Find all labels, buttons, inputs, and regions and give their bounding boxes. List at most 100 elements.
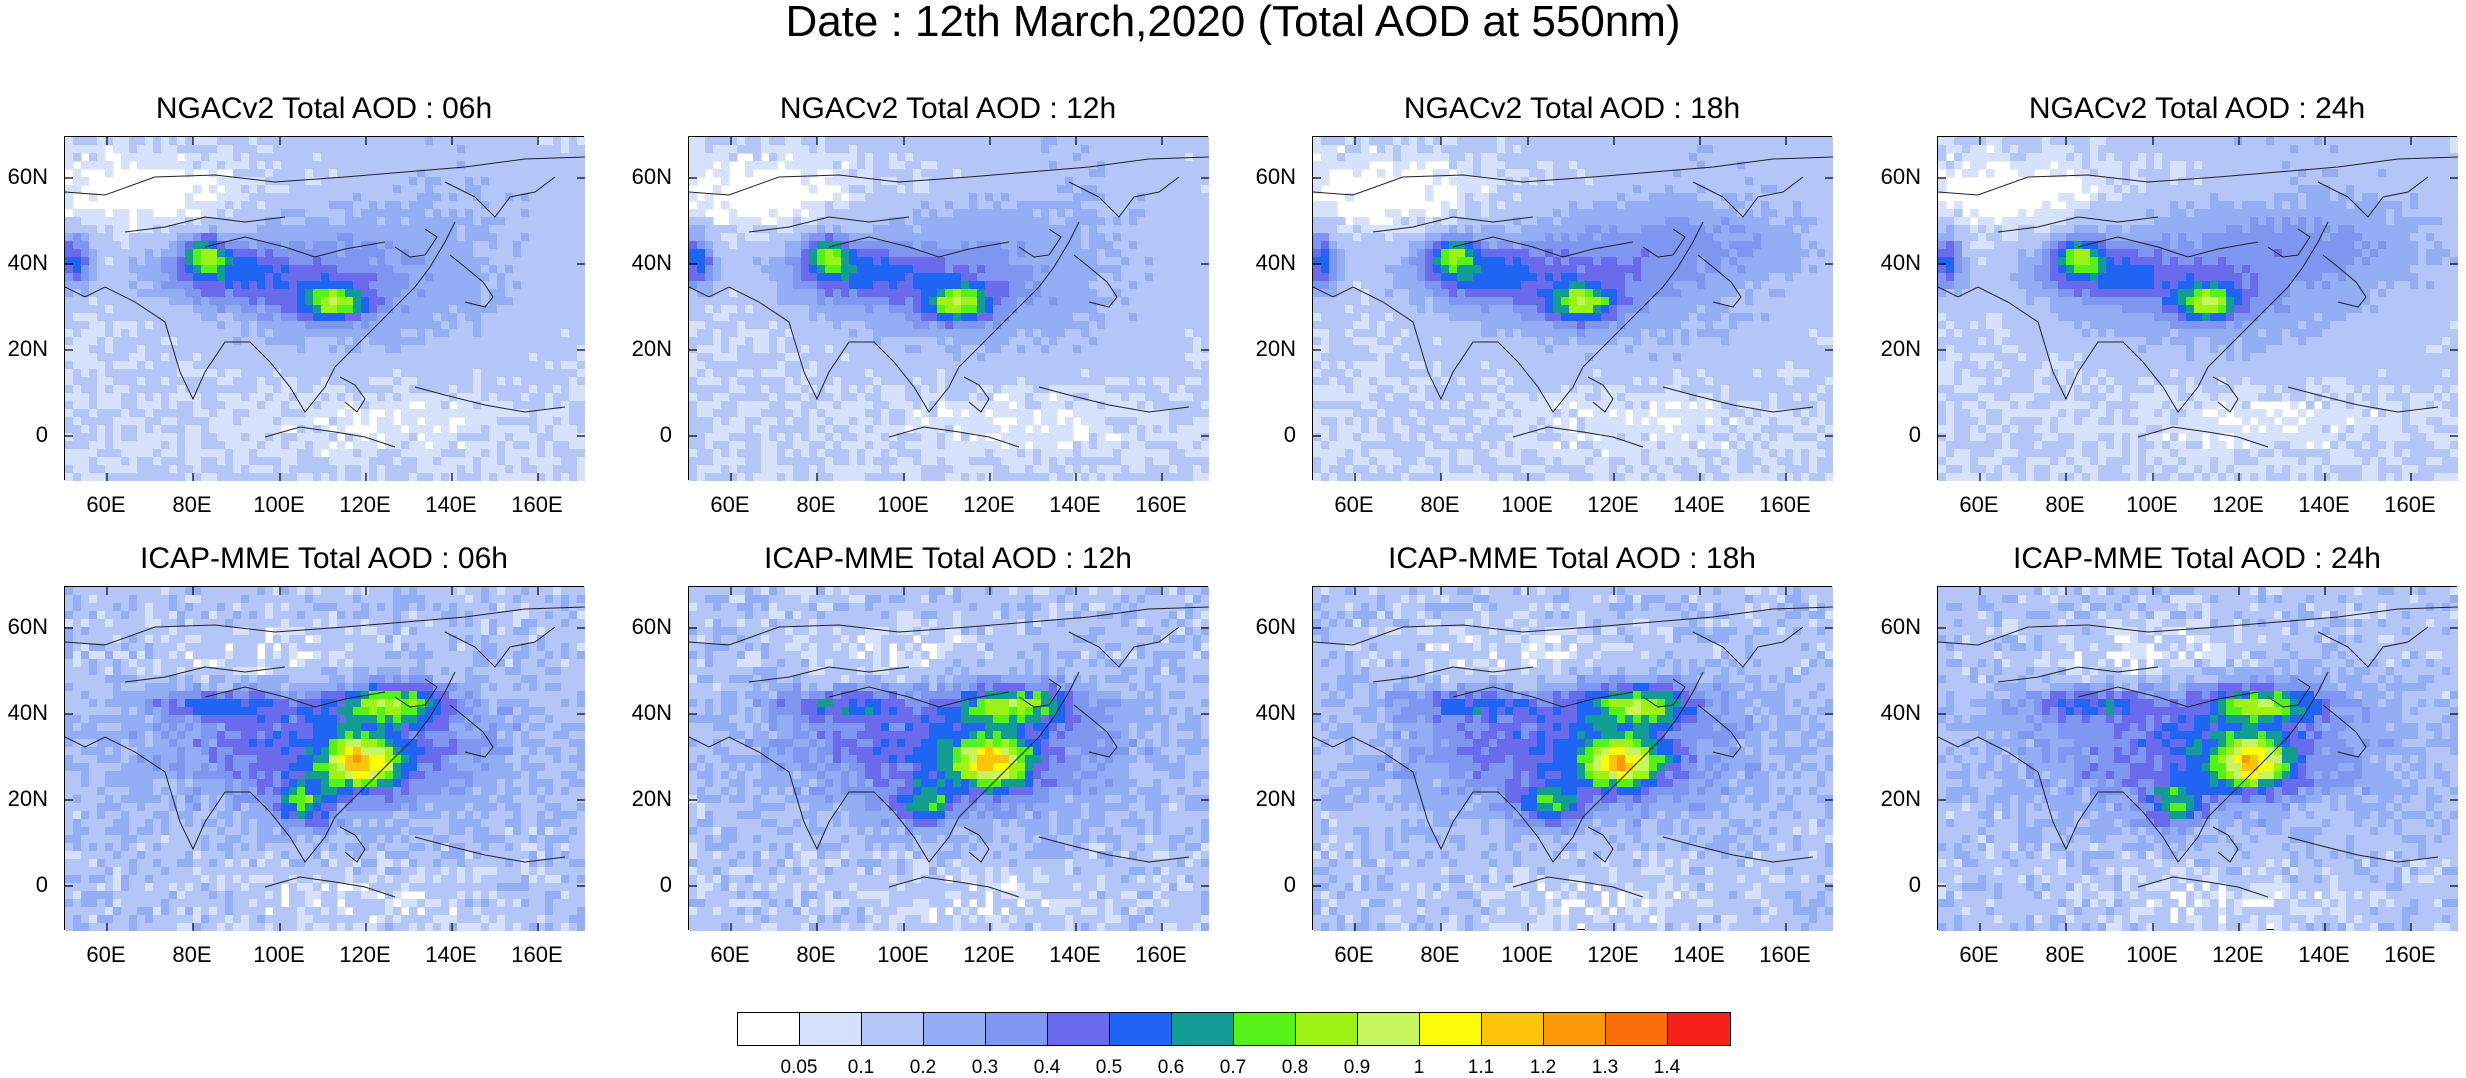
lon-tick-label: 100E bbox=[1497, 944, 1557, 966]
lon-tick-label: 100E bbox=[873, 494, 933, 516]
colorbar-swatch bbox=[923, 1012, 987, 1046]
lat-tick-label: 40N bbox=[0, 252, 48, 274]
lon-tick-label: 60E bbox=[1324, 494, 1384, 516]
lat-tick-label: 0 bbox=[1248, 874, 1296, 896]
lon-tick-label: 140E bbox=[1045, 944, 1105, 966]
aod-field bbox=[1313, 587, 1833, 931]
lon-tick-label: 100E bbox=[2122, 494, 2182, 516]
page-title: Date : 12th March,2020 (Total AOD at 550… bbox=[0, 0, 2466, 44]
lon-tick-label: 160E bbox=[1131, 494, 1191, 516]
lat-tick-label: 60N bbox=[1873, 166, 1921, 188]
lat-tick-label: 20N bbox=[1248, 338, 1296, 360]
lon-tick-label: 80E bbox=[786, 944, 846, 966]
colorbar-label: 1.1 bbox=[1451, 1058, 1511, 1077]
lat-tick-label: 20N bbox=[0, 338, 48, 360]
panel-title: NGACv2 Total AOD : 18h bbox=[1272, 94, 1872, 124]
colorbar-label: 0.1 bbox=[831, 1058, 891, 1077]
colorbar-label: 1.4 bbox=[1637, 1058, 1697, 1077]
lon-tick-label: 80E bbox=[162, 494, 222, 516]
lat-tick-label: 20N bbox=[624, 338, 672, 360]
lon-tick-label: 80E bbox=[1410, 944, 1470, 966]
colorbar-label: 0.9 bbox=[1327, 1058, 1387, 1077]
lon-tick-label: 140E bbox=[1669, 494, 1729, 516]
aod-map-icap-12h bbox=[688, 586, 1208, 930]
lon-tick-label: 60E bbox=[1949, 494, 2009, 516]
lon-tick-label: 120E bbox=[959, 494, 1019, 516]
lat-tick-label: 20N bbox=[1873, 788, 1921, 810]
lat-tick-label: 20N bbox=[1873, 338, 1921, 360]
lon-tick-label: 160E bbox=[1755, 494, 1815, 516]
colorbar-swatch bbox=[1109, 1012, 1173, 1046]
lon-tick-label: 120E bbox=[335, 944, 395, 966]
colorbar-swatch bbox=[861, 1012, 925, 1046]
panel-title: NGACv2 Total AOD : 24h bbox=[1897, 94, 2466, 124]
colorbar-label: 0.05 bbox=[769, 1058, 829, 1077]
panel-title: ICAP-MME Total AOD : 06h bbox=[24, 544, 624, 574]
lon-tick-label: 140E bbox=[1669, 944, 1729, 966]
panel-title: NGACv2 Total AOD : 12h bbox=[648, 94, 1248, 124]
lon-tick-label: 160E bbox=[507, 494, 567, 516]
lat-tick-label: 60N bbox=[1248, 166, 1296, 188]
aod-field bbox=[65, 137, 585, 481]
lon-tick-label: 140E bbox=[2294, 494, 2354, 516]
aod-field bbox=[65, 587, 585, 931]
lat-tick-label: 40N bbox=[1248, 252, 1296, 274]
lon-tick-label: 100E bbox=[249, 944, 309, 966]
colorbar-swatch bbox=[737, 1012, 801, 1046]
lon-tick-label: 160E bbox=[1131, 944, 1191, 966]
panel-title: ICAP-MME Total AOD : 12h bbox=[648, 544, 1248, 574]
colorbar-swatch bbox=[1419, 1012, 1483, 1046]
colorbar-swatch bbox=[799, 1012, 863, 1046]
lat-tick-label: 40N bbox=[624, 702, 672, 724]
lon-tick-label: 80E bbox=[2035, 494, 2095, 516]
colorbar-label: 1.2 bbox=[1513, 1058, 1573, 1077]
lat-tick-label: 0 bbox=[1873, 874, 1921, 896]
aod-map-ngac-24h bbox=[1937, 136, 2457, 480]
aod-map-ngac-18h bbox=[1312, 136, 1832, 480]
aod-field bbox=[689, 137, 1209, 481]
aod-map-icap-6h bbox=[64, 586, 584, 930]
lon-tick-label: 120E bbox=[2208, 494, 2268, 516]
lat-tick-label: 60N bbox=[624, 166, 672, 188]
colorbar-swatch bbox=[1481, 1012, 1545, 1046]
lat-tick-label: 0 bbox=[0, 424, 48, 446]
lat-tick-label: 0 bbox=[0, 874, 48, 896]
lon-tick-label: 120E bbox=[2208, 944, 2268, 966]
colorbar-label: 1 bbox=[1389, 1058, 1449, 1077]
panel-title: ICAP-MME Total AOD : 18h bbox=[1272, 544, 1872, 574]
colorbar-swatch bbox=[1543, 1012, 1607, 1046]
lon-tick-label: 100E bbox=[2122, 944, 2182, 966]
aod-field bbox=[1313, 137, 1833, 481]
aod-map-ngac-6h bbox=[64, 136, 584, 480]
lat-tick-label: 0 bbox=[624, 874, 672, 896]
aod-field bbox=[1938, 137, 2458, 481]
colorbar-swatch bbox=[1295, 1012, 1359, 1046]
colorbar-swatch bbox=[1667, 1012, 1731, 1046]
colorbar-label: 0.6 bbox=[1141, 1058, 1201, 1077]
colorbar-label: 1.3 bbox=[1575, 1058, 1635, 1077]
colorbar-label: 0.2 bbox=[893, 1058, 953, 1077]
aod-map-icap-18h bbox=[1312, 586, 1832, 930]
colorbar-swatch bbox=[985, 1012, 1049, 1046]
aod-map-icap-24h bbox=[1937, 586, 2457, 930]
lon-tick-label: 120E bbox=[335, 494, 395, 516]
lat-tick-label: 0 bbox=[1873, 424, 1921, 446]
lon-tick-label: 60E bbox=[700, 494, 760, 516]
lat-tick-label: 40N bbox=[1873, 702, 1921, 724]
lat-tick-label: 20N bbox=[1248, 788, 1296, 810]
lon-tick-label: 60E bbox=[76, 494, 136, 516]
lon-tick-label: 100E bbox=[873, 944, 933, 966]
lon-tick-label: 160E bbox=[1755, 944, 1815, 966]
lon-tick-label: 160E bbox=[2380, 494, 2440, 516]
lat-tick-label: 40N bbox=[624, 252, 672, 274]
lon-tick-label: 160E bbox=[2380, 944, 2440, 966]
colorbar-label: 0.4 bbox=[1017, 1058, 1077, 1077]
panel-title: ICAP-MME Total AOD : 24h bbox=[1897, 544, 2466, 574]
colorbar-label: 0.7 bbox=[1203, 1058, 1263, 1077]
lat-tick-label: 60N bbox=[0, 616, 48, 638]
lat-tick-label: 40N bbox=[1248, 702, 1296, 724]
lon-tick-label: 80E bbox=[1410, 494, 1470, 516]
lon-tick-label: 140E bbox=[2294, 944, 2354, 966]
colorbar-label: 0.8 bbox=[1265, 1058, 1325, 1077]
lon-tick-label: 60E bbox=[1324, 944, 1384, 966]
